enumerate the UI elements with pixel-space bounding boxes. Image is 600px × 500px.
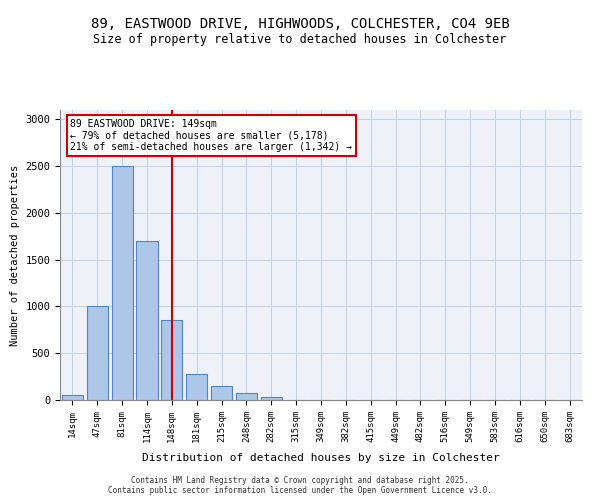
Bar xyxy=(62,396,83,400)
Bar xyxy=(261,397,282,400)
Y-axis label: Number of detached properties: Number of detached properties xyxy=(10,164,20,346)
Text: 89 EASTWOOD DRIVE: 149sqm
← 79% of detached houses are smaller (5,178)
21% of se: 89 EASTWOOD DRIVE: 149sqm ← 79% of detac… xyxy=(70,118,352,152)
Text: Contains HM Land Registry data © Crown copyright and database right 2025.
Contai: Contains HM Land Registry data © Crown c… xyxy=(108,476,492,495)
Bar xyxy=(87,306,108,400)
X-axis label: Distribution of detached houses by size in Colchester: Distribution of detached houses by size … xyxy=(142,453,500,463)
Bar xyxy=(236,392,257,400)
Bar xyxy=(136,241,158,400)
Bar xyxy=(161,320,182,400)
Bar xyxy=(186,374,207,400)
Bar xyxy=(211,386,232,400)
Text: 89, EASTWOOD DRIVE, HIGHWOODS, COLCHESTER, CO4 9EB: 89, EASTWOOD DRIVE, HIGHWOODS, COLCHESTE… xyxy=(91,18,509,32)
Bar xyxy=(112,166,133,400)
Text: Size of property relative to detached houses in Colchester: Size of property relative to detached ho… xyxy=(94,32,506,46)
